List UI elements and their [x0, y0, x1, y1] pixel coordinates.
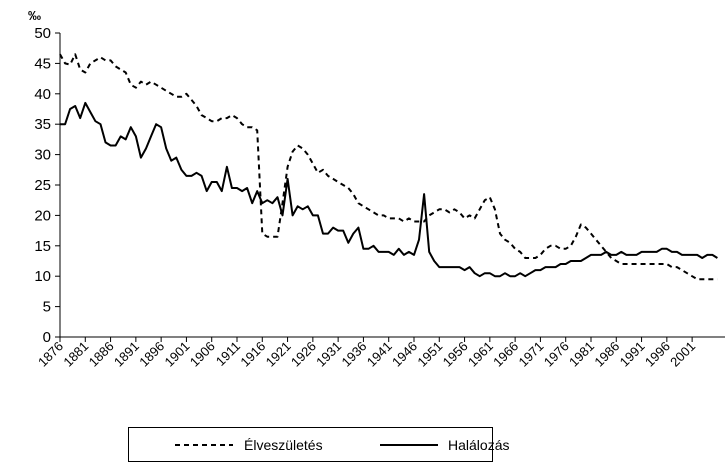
- y-tick-label: 40: [34, 86, 51, 103]
- y-tick-label: 5: [43, 299, 51, 316]
- line-series: [60, 101, 718, 278]
- x-tick-label: 1956: [440, 339, 471, 370]
- x-tick-label: 1986: [591, 339, 622, 370]
- x-tick-label: 1886: [86, 339, 117, 370]
- x-tick-label: 1926: [288, 339, 319, 370]
- y-tick-label: 10: [34, 268, 51, 285]
- x-tick-label: 1931: [313, 339, 344, 370]
- y-tick-label: 50: [34, 25, 51, 42]
- x-tick-label: 1951: [414, 339, 445, 370]
- y-axis-label: ‰: [28, 8, 41, 23]
- x-tick-label: 1941: [364, 339, 395, 370]
- x-tick-label: 1966: [490, 339, 521, 370]
- x-tick-label: 1921: [263, 339, 294, 370]
- x-tick-label: 1891: [111, 339, 142, 370]
- x-tick-label: 1876: [35, 339, 66, 370]
- x-tick-label: 1936: [338, 339, 369, 370]
- y-tick-label: 45: [34, 55, 51, 72]
- line-series: [59, 53, 718, 281]
- x-tick-label: 1916: [237, 339, 268, 370]
- x-tick-label: 1881: [60, 339, 91, 370]
- y-tick-label: 30: [34, 147, 51, 164]
- x-tick-label: 1961: [465, 339, 496, 370]
- y-tick-label: 35: [34, 116, 51, 133]
- x-tick-label: 1901: [161, 339, 192, 370]
- legend-label: Halálozás: [448, 437, 509, 453]
- y-tick-label: 20: [34, 207, 51, 224]
- x-tick-label: 1911: [213, 339, 243, 369]
- x-tick-label: 1991: [617, 339, 648, 370]
- legend-label: Élveszületés: [244, 437, 323, 453]
- x-tick-label: 1971: [515, 339, 546, 370]
- x-tick-label: 1896: [136, 339, 167, 370]
- y-tick-label: 25: [34, 177, 51, 194]
- y-tick-label: 0: [43, 329, 51, 346]
- x-tick-label: 1946: [389, 339, 420, 370]
- x-tick-label: 2001: [667, 339, 698, 370]
- x-tick-label: 1981: [566, 339, 597, 370]
- y-tick-label: 15: [34, 238, 51, 255]
- x-tick-label: 1996: [642, 339, 673, 370]
- x-tick-label: 1906: [187, 339, 218, 370]
- x-tick-label: 1976: [541, 339, 572, 370]
